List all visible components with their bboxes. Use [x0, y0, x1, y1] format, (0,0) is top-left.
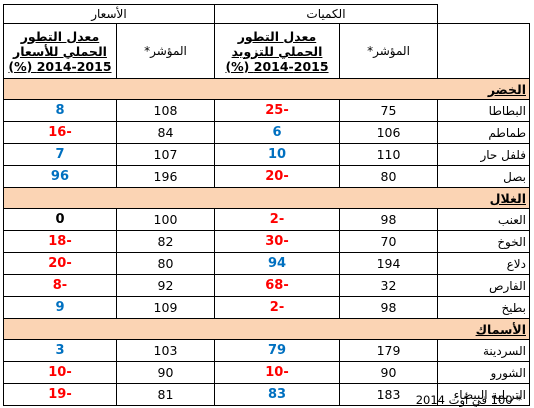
price-index-header: المؤشر* — [115, 23, 215, 79]
price-index-cell: 80 — [115, 252, 215, 275]
table-row: الفارص 32 -68 92 -8 — [2, 274, 530, 297]
section-title: الأسماك — [2, 318, 531, 340]
supply-rate-cell: 83 — [213, 383, 341, 406]
supply-rate-cell: -2 — [213, 208, 341, 231]
price-rate-cell: 9 — [2, 296, 117, 319]
quantity-index-cell: 90 — [339, 361, 438, 384]
price-rate-cell: -19 — [2, 383, 117, 406]
product-name-cell: بطيخ — [437, 296, 530, 319]
footnote: * 100 في أوت 2014 — [415, 393, 522, 407]
product-name-cell: التريلية البيضاء — [437, 383, 530, 406]
supply-rate-cell: -30 — [213, 230, 341, 253]
price-rate-cell: 0 — [2, 208, 117, 231]
quantities-group-header: الكميات — [213, 4, 439, 24]
price-rate-cell: 8 — [2, 99, 117, 122]
price-index-cell: 196 — [115, 165, 215, 188]
quantity-index-cell: 194 — [339, 252, 438, 275]
price-quantity-table: الكميات الأسعار المؤشر* معدل التطور الجم… — [2, 4, 531, 406]
price-rate-cell: -8 — [2, 274, 117, 297]
product-name-cell: العنب — [437, 208, 530, 231]
column-header-row: المؤشر* معدل التطور الجملي للتزويد 2015-… — [2, 23, 530, 79]
price-index-cell: 82 — [115, 230, 215, 253]
table-row: الشورو 90 -10 90 -10 — [2, 361, 530, 384]
price-rate-header: معدل التطور الجملي للأسعار 2015-2014 (%) — [2, 23, 117, 79]
price-rate-cell: 7 — [2, 143, 117, 166]
table-row: دلاع 194 94 80 -20 — [2, 252, 530, 275]
empty-corner-cell — [437, 4, 530, 24]
product-name-cell: طماطم — [437, 121, 530, 144]
price-index-cell: 81 — [115, 383, 215, 406]
empty-name-header — [437, 23, 530, 79]
supply-rate-cell: -20 — [213, 165, 341, 188]
product-name-cell: دلاع — [437, 252, 530, 275]
price-rate-cell: -16 — [2, 121, 117, 144]
supply-rate-cell: -25 — [213, 99, 341, 122]
product-name-cell: البطاطا — [437, 99, 530, 122]
section-title: الغلال — [2, 187, 531, 209]
quantity-index-cell: 106 — [339, 121, 438, 144]
supply-rate-cell: 10 — [213, 143, 341, 166]
price-quantity-table-container: الكميات الأسعار المؤشر* معدل التطور الجم… — [2, 4, 531, 407]
price-rate-cell: -18 — [2, 230, 117, 253]
price-index-cell: 103 — [115, 339, 215, 362]
quantity-index-cell: 70 — [339, 230, 438, 253]
table-row: العنب 98 -2 100 0 — [2, 208, 530, 231]
table-row: فلفل حار 110 10 107 7 — [2, 143, 530, 166]
supply-rate-cell: -10 — [213, 361, 341, 384]
quantity-index-cell: 183 — [339, 383, 438, 406]
product-name-cell: الفارص — [437, 274, 530, 297]
section-title: الخضر — [2, 78, 531, 100]
supply-rate-cell: 6 — [213, 121, 341, 144]
supply-rate-cell: -68 — [213, 274, 341, 297]
price-rate-cell: 96 — [2, 165, 117, 188]
table-row: السردينة 179 79 103 3 — [2, 339, 530, 362]
product-name-cell: فلفل حار — [437, 143, 530, 166]
price-rate-cell: -20 — [2, 252, 117, 275]
price-index-cell: 107 — [115, 143, 215, 166]
table-body: الكميات الأسعار المؤشر* معدل التطور الجم… — [2, 4, 531, 406]
table-row: الخوخ 70 -30 82 -18 — [2, 230, 530, 253]
quantity-index-header: المؤشر* — [339, 23, 438, 79]
supply-rate-header: معدل التطور الجملي للتزويد 2015-2014 (%) — [213, 23, 341, 79]
quantity-index-cell: 32 — [339, 274, 438, 297]
product-name-cell: الخوخ — [437, 230, 530, 253]
price-index-cell: 92 — [115, 274, 215, 297]
prices-group-header: الأسعار — [2, 4, 215, 24]
price-index-cell: 109 — [115, 296, 215, 319]
table-row: طماطم 106 6 84 -16 — [2, 121, 530, 144]
price-rate-cell: 3 — [2, 339, 117, 362]
product-name-cell: الشورو — [437, 361, 530, 384]
quantity-index-cell: 75 — [339, 99, 438, 122]
section-row: الخضر — [2, 78, 531, 100]
price-index-cell: 90 — [115, 361, 215, 384]
product-name-cell: السردينة — [437, 339, 530, 362]
table-row: بطيخ 98 -2 109 9 — [2, 296, 530, 319]
price-rate-cell: -10 — [2, 361, 117, 384]
table-row: التريلية البيضاء 183 83 81 -19 — [2, 383, 530, 406]
quantity-index-cell: 110 — [339, 143, 438, 166]
product-name-cell: بصل — [437, 165, 530, 188]
group-header-row: الكميات الأسعار — [2, 4, 530, 24]
section-row: الغلال — [2, 187, 531, 209]
table-row: البطاطا 75 -25 108 8 — [2, 99, 530, 122]
price-index-cell: 84 — [115, 121, 215, 144]
quantity-index-cell: 80 — [339, 165, 438, 188]
quantity-index-cell: 98 — [339, 208, 438, 231]
price-index-cell: 100 — [115, 208, 215, 231]
price-index-cell: 108 — [115, 99, 215, 122]
supply-rate-cell: -2 — [213, 296, 341, 319]
section-row: الأسماك — [2, 318, 531, 340]
supply-rate-cell: 94 — [213, 252, 341, 275]
quantity-index-cell: 98 — [339, 296, 438, 319]
quantity-index-cell: 179 — [339, 339, 438, 362]
supply-rate-cell: 79 — [213, 339, 341, 362]
table-row: بصل 80 -20 196 96 — [2, 165, 530, 188]
